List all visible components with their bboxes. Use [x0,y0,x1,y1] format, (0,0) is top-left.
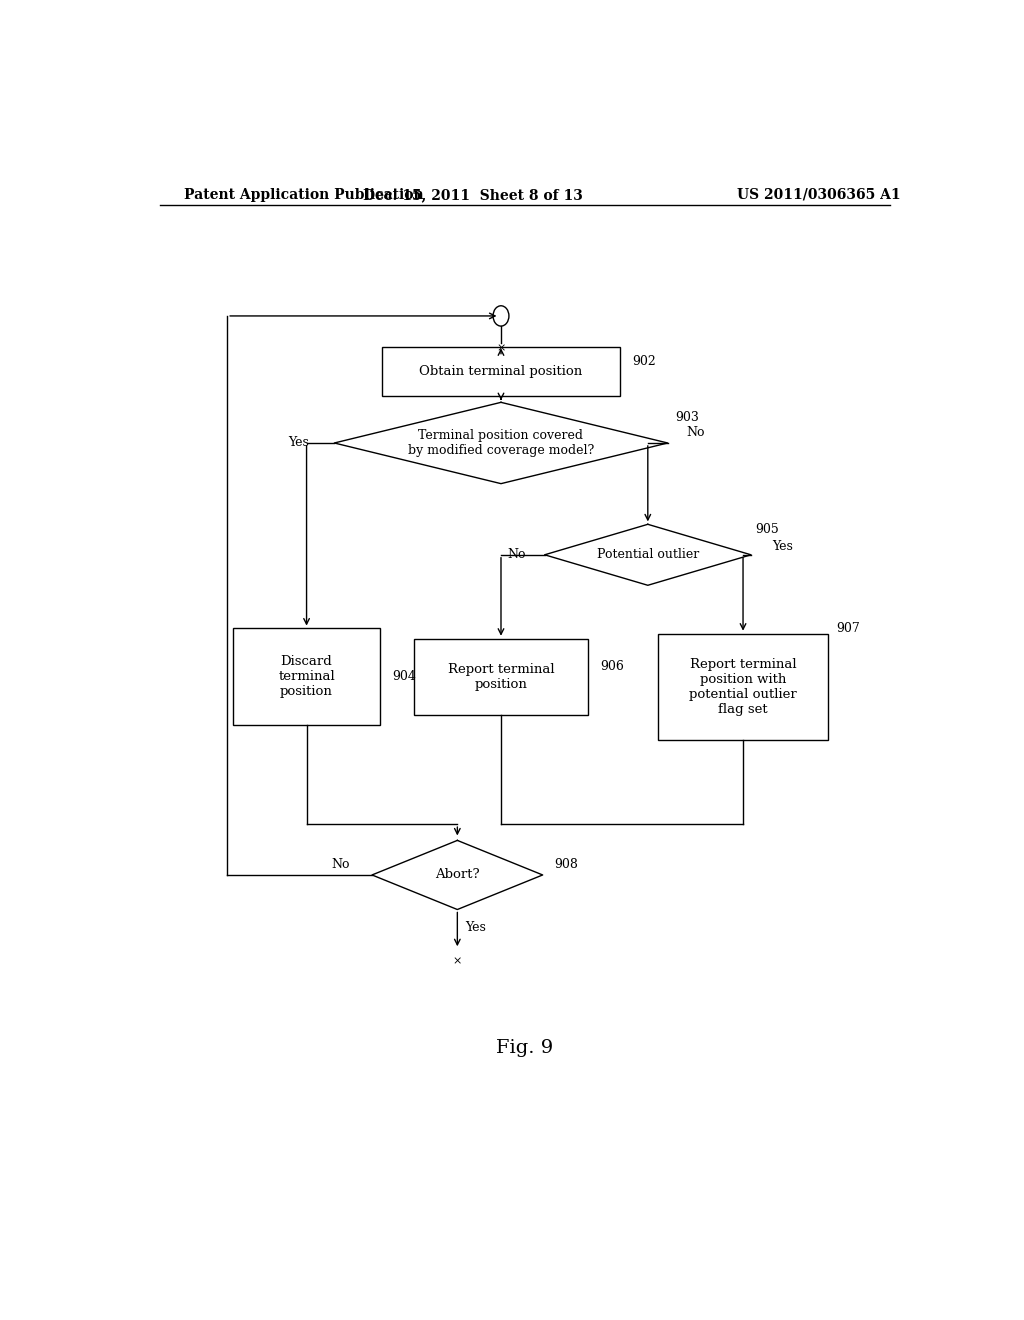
Text: Discard
terminal
position: Discard terminal position [279,655,335,698]
Text: No: No [508,548,526,561]
Bar [382,347,620,396]
Text: Report terminal
position: Report terminal position [447,663,554,690]
Bar [414,639,588,715]
Text: 908: 908 [555,858,579,871]
Text: 906: 906 [600,660,624,673]
Text: Obtain terminal position: Obtain terminal position [420,366,583,379]
Text: Yes: Yes [772,540,794,553]
Text: ×: × [453,957,462,966]
Text: Abort?: Abort? [435,869,479,882]
Text: ×: × [497,343,506,354]
Text: US 2011/0306365 A1: US 2011/0306365 A1 [736,187,900,202]
Text: 902: 902 [632,355,655,368]
Text: Yes: Yes [288,437,309,450]
Text: No: No [331,858,349,871]
Text: 907: 907 [837,622,860,635]
Text: Terminal position covered
by modified coverage model?: Terminal position covered by modified co… [408,429,594,457]
Text: No: No [686,426,705,440]
Text: Potential outlier: Potential outlier [597,548,699,561]
Text: 905: 905 [755,523,778,536]
Text: 904: 904 [392,671,416,684]
Text: Fig. 9: Fig. 9 [497,1039,553,1057]
Bar [657,634,828,741]
Text: Yes: Yes [465,921,486,935]
Text: Patent Application Publication: Patent Application Publication [183,187,423,202]
Text: Report terminal
position with
potential outlier
flag set: Report terminal position with potential … [689,657,797,715]
Bar [233,628,380,725]
Text: Dec. 15, 2011  Sheet 8 of 13: Dec. 15, 2011 Sheet 8 of 13 [364,187,583,202]
Text: 903: 903 [676,411,699,424]
